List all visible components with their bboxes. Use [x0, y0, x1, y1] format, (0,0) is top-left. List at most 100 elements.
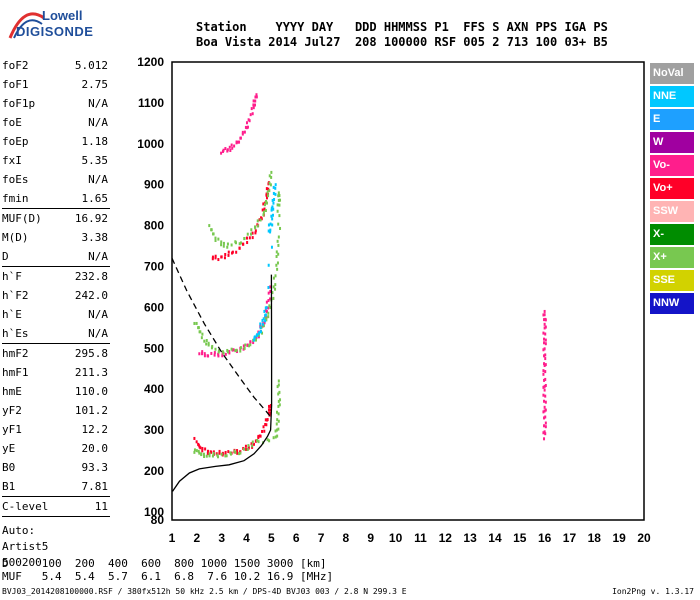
echo-point [239, 349, 242, 353]
echo-point [277, 404, 280, 408]
echo-point [245, 236, 248, 240]
echo-point [276, 267, 279, 271]
echo-point [239, 241, 242, 245]
echo-point [543, 347, 546, 351]
echo-point [276, 209, 279, 213]
echo-point [269, 297, 272, 301]
echo-point [208, 454, 211, 458]
echo-point [246, 241, 249, 245]
echo-point [201, 350, 204, 354]
echo-point [218, 449, 221, 453]
electron-density-profile-line [171, 274, 273, 492]
echo-point [220, 452, 223, 456]
echo-point [258, 331, 261, 335]
legend-item-e: E [650, 109, 694, 130]
echo-point [267, 306, 270, 310]
echo-point [278, 403, 281, 407]
echo-point [267, 263, 270, 267]
echo-point [543, 354, 546, 358]
echo-point [198, 451, 201, 455]
param-row-d: D N/A [2, 247, 108, 266]
echo-point [255, 95, 258, 99]
param-value: 20.0 [81, 442, 109, 455]
echo-point [259, 322, 262, 326]
echo-point [542, 393, 545, 397]
echo-point [274, 283, 277, 287]
lowell-digisonde-logo: Lowell DIGISONDE [6, 8, 116, 48]
x-tick-label: 13 [463, 531, 477, 545]
divider [2, 266, 110, 267]
echo-point [543, 362, 546, 366]
echo-point [268, 304, 271, 308]
echo-point [269, 183, 272, 187]
param-group-critical-freq: foF2 5.012 foF1 2.75 foF1p N/A foE N/A foEp 1.18 f… [2, 56, 108, 208]
echo-point [267, 311, 270, 315]
echo-point [205, 342, 208, 346]
echo-point [212, 232, 215, 236]
echo-point [266, 418, 269, 422]
echo-point [270, 175, 273, 179]
param-group-muf: MUF(D) 16.92 M(D) 3.38 D N/A [2, 209, 108, 266]
echo-point [211, 257, 214, 261]
echo-point [264, 309, 267, 313]
echo-point [243, 346, 246, 350]
echo-point [270, 170, 273, 174]
param-name: C-level [2, 500, 49, 513]
echo-point [267, 411, 270, 415]
echo-point [216, 453, 219, 457]
param-name: foEs [2, 173, 29, 186]
param-name: h`F [2, 270, 22, 283]
param-name: D [2, 250, 9, 263]
echo-point [274, 183, 277, 187]
echo-point [544, 415, 547, 419]
echo-point [544, 332, 547, 336]
echo-point [544, 357, 547, 361]
y-tick-label: 1100 [138, 96, 164, 110]
y-tick-label: 300 [144, 423, 164, 437]
echo-point [210, 228, 213, 232]
echo-point [263, 429, 266, 433]
param-value: N/A [88, 97, 108, 110]
echo-point [235, 140, 238, 144]
echo-point [200, 336, 203, 340]
param-name: foF1 [2, 78, 29, 91]
echo-point [211, 255, 214, 259]
echo-point [277, 191, 280, 195]
echo-point [543, 322, 546, 326]
echo-point [543, 409, 546, 413]
echo-point [198, 445, 201, 449]
param-value: 295.8 [74, 347, 108, 360]
echo-point [250, 442, 253, 446]
echo-point [270, 245, 273, 249]
echo-point [239, 451, 242, 455]
echo-point [210, 450, 213, 454]
echo-point [544, 363, 547, 367]
echo-point [264, 319, 267, 323]
auto-label: Auto: [2, 524, 36, 537]
auto-code: 500200 [2, 556, 42, 569]
echo-point [277, 379, 280, 383]
echo-point [277, 198, 280, 202]
echo-point [224, 252, 227, 256]
echo-point [201, 332, 204, 336]
echo-point [231, 250, 234, 254]
echo-point [254, 231, 257, 235]
echo-point [242, 347, 245, 351]
param-group-virtual-height: h`F 232.8 h`F2 242.0 h`E N/A h`Es N/A [2, 267, 108, 343]
echo-point [276, 434, 279, 438]
echo-point [278, 390, 281, 394]
echo-point [193, 448, 196, 452]
echo-point [254, 229, 257, 233]
echo-point [245, 121, 248, 125]
parameter-panel: foF2 5.012 foF1 2.75 foF1p N/A foE N/A foEp 1.18 f… [2, 56, 110, 571]
echo-point [235, 348, 238, 352]
echo-point [543, 337, 546, 341]
divider [2, 496, 110, 497]
x-tick-label: 20 [637, 531, 651, 545]
x-tick-label: 12 [439, 531, 453, 545]
echo-point [207, 341, 210, 345]
echo-point [266, 310, 268, 314]
echo-point [264, 423, 267, 427]
param-row-yf2: yF2 101.2 [2, 401, 108, 420]
echo-point [542, 372, 545, 376]
